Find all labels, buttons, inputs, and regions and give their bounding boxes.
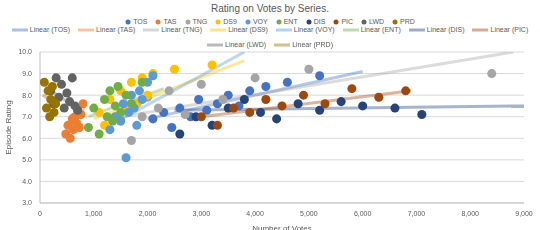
html-text:TOS: TOS [133,18,148,25]
html-text:Linear (DS9): Linear (DS9) [228,26,268,33]
html-text:Linear (DIS): Linear (DIS) [426,26,465,33]
html-text:ENT: ENT [283,18,298,25]
svg-text:1,000: 1,000 [85,210,103,217]
svg-text:3.0: 3.0 [22,199,32,206]
svg-text:4,000: 4,000 [246,210,264,217]
html-text:TNG: TNG [192,18,208,25]
html-text:VOY: VOY [252,18,268,25]
html-text:Linear (PRD): Linear (PRD) [292,41,333,48]
svg-text:Episode Rating: Episode Rating [8,100,13,154]
svg-text:7.0: 7.0 [22,113,32,120]
svg-text:9.0: 9.0 [22,70,32,77]
svg-text:2,000: 2,000 [139,210,157,217]
html-text:PIC: PIC [341,18,353,25]
svg-text:5.0: 5.0 [22,156,32,163]
svg-text:8.0: 8.0 [22,92,32,99]
svg-text:0: 0 [38,210,42,217]
html-text:Linear (LWD): Linear (LWD) [225,41,267,48]
svg-text:Number of Votes: Number of Votes [252,224,312,230]
html-text:Linear (TNG): Linear (TNG) [161,26,203,33]
svg-text:10.0: 10.0 [18,48,32,55]
html-text:Linear (VOY): Linear (VOY) [293,26,335,33]
html-text:Rating on Votes by Series.: Rating on Votes by Series. [211,3,329,14]
html-text:LWD: LWD [369,18,385,25]
html-text:Linear (TOS): Linear (TOS) [29,26,71,33]
svg-text:7,000: 7,000 [408,210,426,217]
html-text:Linear (PIC): Linear (PIC) [490,26,529,33]
html-text:Linear (TAS): Linear (TAS) [96,26,136,33]
svg-text:3,000: 3,000 [193,210,211,217]
svg-text:5,000: 5,000 [300,210,318,217]
svg-text:9,000: 9,000 [515,210,532,217]
html-text:PRD: PRD [400,18,415,25]
html-text:Linear (ENT): Linear (ENT) [360,26,401,33]
html-text:DS9: DS9 [223,18,237,25]
svg-text:8,000: 8,000 [461,210,479,217]
html-text:DIS: DIS [313,18,326,25]
svg-text:6,000: 6,000 [354,210,372,217]
svg-text:4.0: 4.0 [22,178,32,185]
html-text:TAS: TAS [163,18,177,25]
svg-text:6.0: 6.0 [22,135,32,142]
